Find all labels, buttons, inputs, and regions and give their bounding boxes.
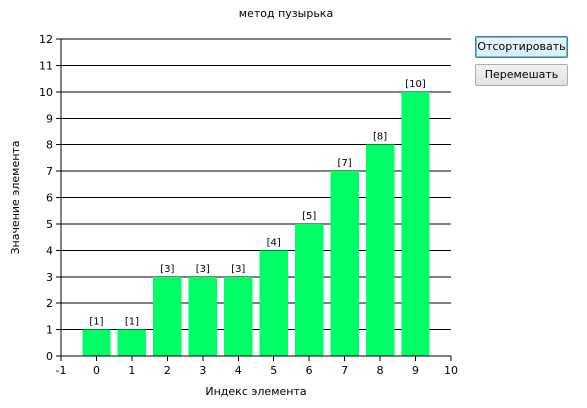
y-tick-label: 6 bbox=[46, 192, 53, 205]
x-tick-label: 5 bbox=[270, 364, 277, 377]
bar bbox=[224, 276, 253, 356]
y-tick-label: 7 bbox=[46, 165, 53, 178]
data-label: [7] bbox=[338, 158, 352, 169]
x-tick-label: 0 bbox=[93, 364, 100, 377]
data-label: [8] bbox=[373, 132, 387, 143]
bar bbox=[117, 329, 147, 356]
data-label: [4] bbox=[267, 237, 281, 248]
x-tick-label: 6 bbox=[306, 364, 313, 377]
y-tick-label: 2 bbox=[46, 297, 53, 310]
y-tick-label: 9 bbox=[46, 112, 53, 125]
x-tick-label: 3 bbox=[199, 364, 206, 377]
data-label: [10] bbox=[405, 79, 426, 90]
data-label: [3] bbox=[231, 264, 245, 275]
y-tick-label: 11 bbox=[39, 59, 53, 72]
x-tick-label: 1 bbox=[128, 364, 135, 377]
y-axis-title: Значение элемента bbox=[9, 140, 22, 254]
x-axis-title: Индекс элемента bbox=[205, 385, 306, 398]
bar bbox=[330, 171, 359, 356]
bar bbox=[153, 276, 182, 356]
bar bbox=[188, 276, 217, 356]
y-tick-label: 3 bbox=[46, 271, 53, 284]
data-label: [1] bbox=[125, 317, 139, 328]
chart-title: метод пузырька bbox=[239, 7, 333, 20]
x-tick-label: 9 bbox=[412, 364, 419, 377]
x-tick-label: 8 bbox=[377, 364, 384, 377]
x-tick-label: 2 bbox=[164, 364, 171, 377]
sort-button[interactable]: Отсортировать bbox=[475, 36, 568, 58]
shuffle-button[interactable]: Перемешать bbox=[475, 64, 568, 86]
y-tick-label: 4 bbox=[46, 244, 53, 257]
bar bbox=[82, 329, 111, 356]
x-tick-label: 10 bbox=[444, 364, 458, 377]
y-tick-label: 10 bbox=[39, 86, 53, 99]
x-tick-label: -1 bbox=[56, 364, 67, 377]
y-tick-label: 12 bbox=[39, 33, 53, 46]
bar bbox=[401, 91, 430, 356]
y-tick-label: 1 bbox=[46, 324, 53, 337]
bar bbox=[295, 223, 324, 356]
x-tick-label: 4 bbox=[235, 364, 242, 377]
y-tick-label: 8 bbox=[46, 139, 53, 152]
data-label: [3] bbox=[160, 264, 174, 275]
y-tick-label: 0 bbox=[46, 350, 53, 363]
y-tick-label: 5 bbox=[46, 218, 53, 231]
data-label: [3] bbox=[196, 264, 210, 275]
bar bbox=[365, 144, 395, 356]
bar bbox=[259, 250, 288, 356]
data-label: [5] bbox=[302, 211, 316, 222]
x-tick-label: 7 bbox=[341, 364, 348, 377]
data-label: [1] bbox=[89, 317, 103, 328]
